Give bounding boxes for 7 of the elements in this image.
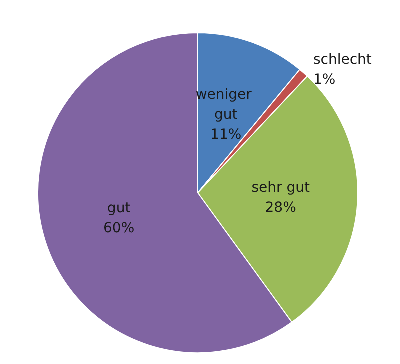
data-label: 1% xyxy=(313,72,336,88)
slice-label: sehr gut xyxy=(252,180,310,196)
data-label: 60% xyxy=(104,220,135,237)
slice-label: schlecht xyxy=(313,52,372,68)
data-label: 11% xyxy=(210,126,242,143)
slice-label: gut xyxy=(107,200,132,217)
data-label: 28% xyxy=(265,200,296,216)
